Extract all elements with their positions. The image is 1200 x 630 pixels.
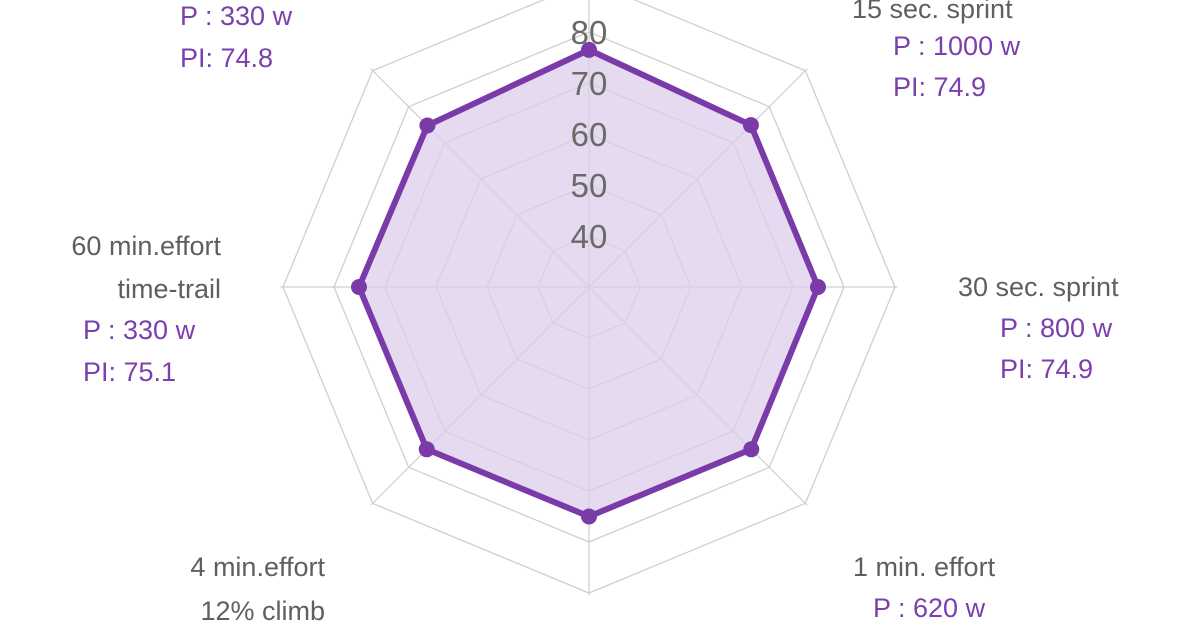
axis-label-60min-pi: PI: 75.1 (83, 357, 176, 387)
data-point-20min (419, 117, 436, 134)
axis-label-15s-title: 15 sec. sprint (852, 0, 1013, 24)
tick-label-80: 80 (571, 14, 608, 51)
tick-label-70: 70 (571, 65, 608, 102)
data-point-top (581, 41, 597, 58)
axis-label-15s-pi: PI: 74.9 (893, 72, 986, 102)
axis-label-1min-power: P : 620 w (873, 593, 986, 623)
tick-label-60: 60 (571, 116, 608, 153)
axis-label-30s-pi: PI: 74.9 (1000, 354, 1093, 384)
axis-labels: P : 330 w PI: 74.8 15 sec. sprint P : 10… (71, 0, 1119, 626)
radial-tick-labels: 40 50 60 70 80 (571, 14, 608, 255)
data-point-15s (742, 117, 759, 134)
axis-label-60min-power: P : 330 w (83, 315, 196, 345)
tick-label-40: 40 (571, 218, 608, 255)
data-point-bottom (581, 508, 597, 525)
axis-label-4min-title: 4 min.effort (190, 552, 325, 582)
data-point-1min (743, 441, 760, 458)
data-point-30s (809, 279, 826, 295)
axis-label-1min-title: 1 min. effort (853, 552, 996, 582)
tick-label-50: 50 (571, 167, 608, 204)
data-point-60min (350, 279, 367, 295)
axis-label-15s-power: P : 1000 w (893, 31, 1021, 61)
axis-label-60min-subtitle: time-trail (117, 274, 221, 304)
data-point-4min (418, 441, 435, 458)
axis-label-20min-pi: PI: 74.8 (180, 43, 273, 73)
radar-series (350, 41, 826, 525)
axis-label-60min-title: 60 min.effort (71, 231, 221, 261)
axis-label-20min-power: P : 330 w (180, 1, 293, 31)
axis-label-30s-power: P : 800 w (1000, 313, 1113, 343)
axis-label-30s-title: 30 sec. sprint (958, 272, 1119, 302)
axis-label-4min-subtitle: 12% climb (200, 596, 325, 626)
